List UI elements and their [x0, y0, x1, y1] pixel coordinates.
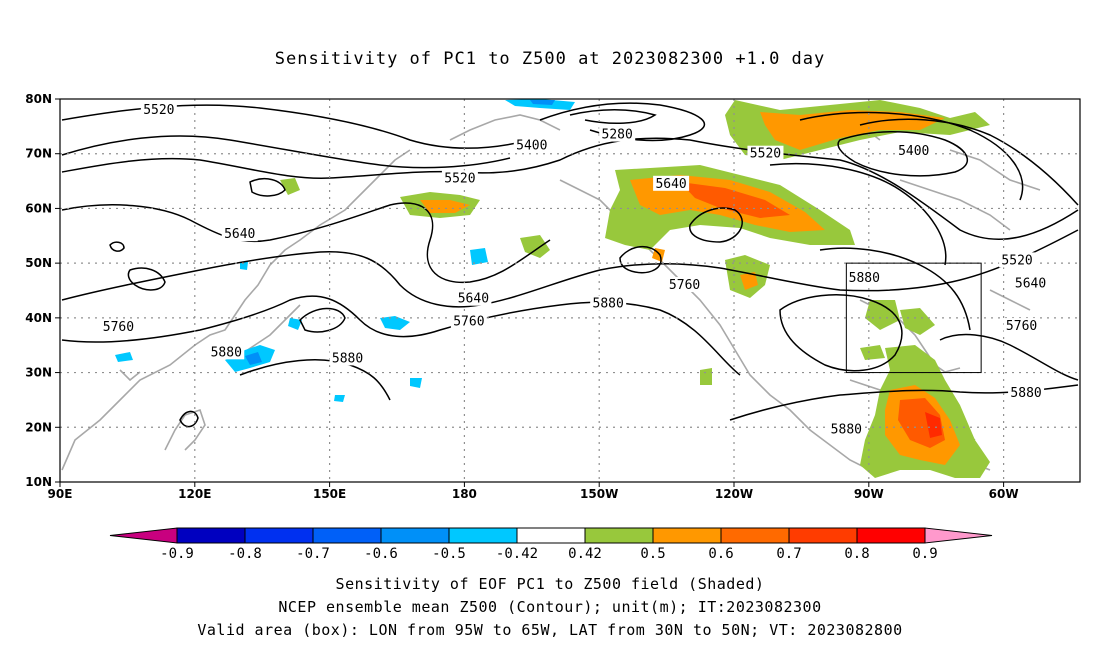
contour-label-bg [1012, 275, 1049, 291]
colorbar-box [720, 527, 790, 544]
sensitivity-map: 5520 5400 5280 5520 5400 5520 5640 5640 5640 5760… [25, 92, 1081, 501]
chart-title: Sensitivity of PC1 to Z500 at 2023082300… [274, 49, 826, 69]
colorbar-label: 0.6 [708, 546, 733, 562]
lon-tick-label: 90E [48, 487, 73, 501]
contour-labels: 5520 5400 5280 5520 5400 5520 5640 5640 5640 5760… [100, 101, 1049, 437]
lat-lon-grid [60, 99, 1080, 482]
lon-tick-label: 120E [178, 487, 211, 501]
colorbar-box [652, 527, 722, 544]
colorbar-label: 0.9 [912, 546, 937, 562]
contour-label: 5640 [1015, 276, 1046, 291]
lon-tick-label: 90W [854, 487, 884, 501]
map-frame [59, 98, 1081, 483]
caption-valid-area: Valid area (box): LON from 95W to 65W, L… [197, 621, 903, 639]
contour-label-bg [828, 421, 865, 437]
colorbar-box [380, 527, 450, 544]
colorbar-box [788, 527, 858, 544]
contour-label: 5880 [593, 297, 624, 312]
contour-label-bg [599, 126, 636, 142]
contour-label-bg [666, 277, 703, 293]
lat-tick-label: 20N [25, 420, 52, 434]
contour-label-bg [747, 145, 784, 161]
contour-label: 5280 [602, 128, 633, 143]
colorbar-box [584, 527, 654, 544]
colorbar-high-triangle [924, 527, 993, 544]
lat-tick-label: 40N [25, 311, 52, 325]
lat-tick-label: 60N [25, 201, 52, 215]
contour-label-bg [513, 137, 550, 153]
contour-label: 5880 [211, 345, 242, 360]
contour-label-bg [846, 269, 883, 285]
colorbar: -0.9 -0.8 -0.7 -0.6 -0.5 -0.42 0.42 0.5 0.6 0.7 0.… [109, 527, 993, 562]
lon-tick-label: 150W [580, 487, 618, 501]
contour-label: 5520 [750, 147, 781, 162]
contour-label-bg [590, 295, 627, 311]
lat-tick-label: 50N [25, 256, 52, 270]
latitude-tick-labels: 80N 70N 60N 50N 40N 30N 20N 10N [25, 92, 60, 489]
lat-tick-label: 30N [25, 366, 52, 380]
contour-label: 5760 [669, 278, 700, 293]
contour-label: 5520 [1001, 253, 1032, 268]
colorbar-box [244, 527, 314, 544]
lat-tick-label: 80N [25, 92, 52, 106]
contour-label: 5520 [444, 171, 475, 186]
contour-label: 5640 [458, 292, 489, 307]
contour-label-bg [100, 319, 137, 335]
caption-contour: NCEP ensemble mean Z500 (Contour); unit(… [278, 598, 822, 616]
colorbar-label: -0.8 [228, 546, 262, 562]
contour-label-bg [1003, 318, 1040, 334]
contour-label: 5400 [516, 139, 547, 154]
contour-label: 5880 [831, 422, 862, 437]
caption-shading: Sensitivity of EOF PC1 to Z500 field (Sh… [335, 575, 765, 593]
colorbar-label: -0.42 [496, 546, 538, 562]
negative-sensitivity-shading [115, 99, 575, 402]
colorbar-box [856, 527, 926, 544]
colorbar-label: 0.8 [844, 546, 869, 562]
contour-label-bg [895, 142, 932, 158]
contour-label-bg [140, 101, 177, 117]
contour-label-bg [441, 170, 478, 186]
longitude-tick-labels: 90E 120E 150E 180 150W 120W 90W 60W [48, 482, 1019, 501]
colorbar-label: -0.7 [296, 546, 330, 562]
lon-tick-label: 60W [989, 487, 1019, 501]
lat-tick-label: 10N [25, 475, 52, 489]
colorbar-label: 0.5 [640, 546, 665, 562]
contour-label-bg [208, 344, 245, 360]
colorbar-box [448, 527, 518, 544]
contour-label-bg [1008, 384, 1045, 400]
contour-label: 5760 [103, 320, 134, 335]
lon-tick-label: 150E [313, 487, 346, 501]
contour-label: 5400 [898, 144, 929, 159]
lon-tick-label: 180 [452, 487, 477, 501]
colorbar-label: -0.5 [432, 546, 466, 562]
z500-contour-lines [61, 102, 1079, 428]
lat-tick-label: 70N [25, 147, 52, 161]
contour-label-bg [329, 350, 366, 366]
contour-label: 5880 [849, 271, 880, 286]
colorbar-label: 0.42 [568, 546, 602, 562]
valid-area-box [845, 262, 982, 374]
contour-label: 5640 [655, 177, 686, 192]
contour-label: 5520 [143, 103, 174, 118]
contour-label-bg [999, 252, 1036, 268]
lon-tick-label: 120W [715, 487, 753, 501]
contour-label: 5880 [332, 351, 363, 366]
contour-label: 5640 [224, 227, 255, 242]
contour-label-bg [653, 175, 690, 191]
contour-label: 5760 [453, 315, 484, 330]
colorbar-label: -0.6 [364, 546, 398, 562]
contour-label: 5880 [1010, 386, 1041, 401]
colorbar-box [312, 527, 382, 544]
colorbar-box [176, 527, 246, 544]
colorbar-label: 0.7 [776, 546, 801, 562]
colorbar-box [516, 527, 586, 544]
colorbar-label: -0.9 [160, 546, 194, 562]
contour-label-bg [455, 290, 492, 306]
contour-label-bg [450, 313, 487, 329]
contour-label: 5760 [1006, 319, 1037, 334]
colorbar-low-triangle [109, 527, 178, 544]
contour-label-bg [221, 226, 258, 242]
